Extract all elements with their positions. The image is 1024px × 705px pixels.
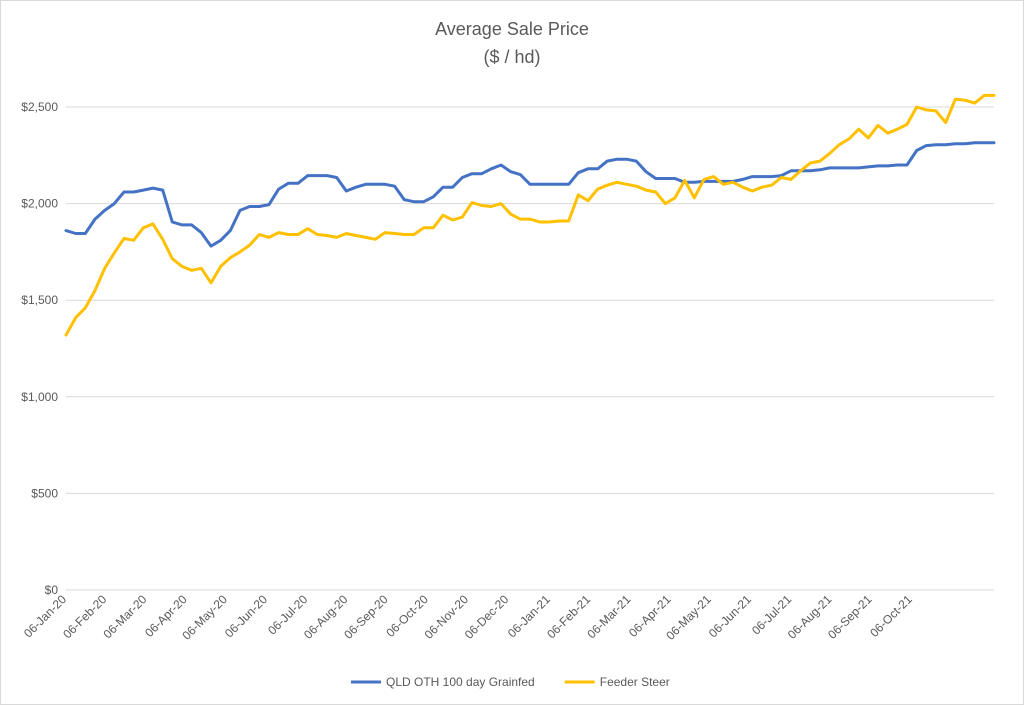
x-tick-label: 06-Mar-20 [100, 592, 149, 641]
x-tick-label: 06-Mar-21 [584, 592, 633, 641]
x-axis-ticks: 06-Jan-2006-Feb-2006-Mar-2006-Apr-2006-M… [21, 592, 915, 643]
x-tick-label: 06-Jun-20 [222, 592, 270, 640]
legend: QLD OTH 100 day Grainfed Feeder Steer [351, 675, 670, 689]
chart-title: Average Sale Price [435, 19, 589, 39]
series-line-0 [64, 141, 996, 248]
series-line-1 [64, 93, 996, 337]
x-tick-label: 06-Dec-20 [462, 592, 512, 642]
y-tick-label: $2,000 [21, 197, 58, 211]
x-tick-label: 06-Sep-20 [341, 592, 391, 642]
gridlines [66, 106, 994, 591]
legend-label-1: Feeder Steer [600, 675, 670, 689]
y-tick-label: $0 [45, 583, 59, 597]
x-tick-label: 06-Jun-21 [706, 592, 754, 640]
y-tick-label: $500 [31, 486, 58, 500]
x-tick-label: 06-Sep-21 [825, 592, 875, 642]
y-tick-label: $1,500 [21, 293, 58, 307]
y-tick-label: $2,500 [21, 100, 58, 114]
y-tick-label: $1,000 [21, 390, 58, 404]
chart-subtitle: ($ / hd) [483, 47, 540, 67]
series-lines [64, 93, 996, 337]
x-tick-label: 06-Oct-21 [867, 592, 915, 640]
legend-label-0: QLD OTH 100 day Grainfed [386, 675, 535, 689]
y-axis-ticks: $0 $500 $1,000 $1,500 $2,000 $2,500 [21, 100, 58, 597]
